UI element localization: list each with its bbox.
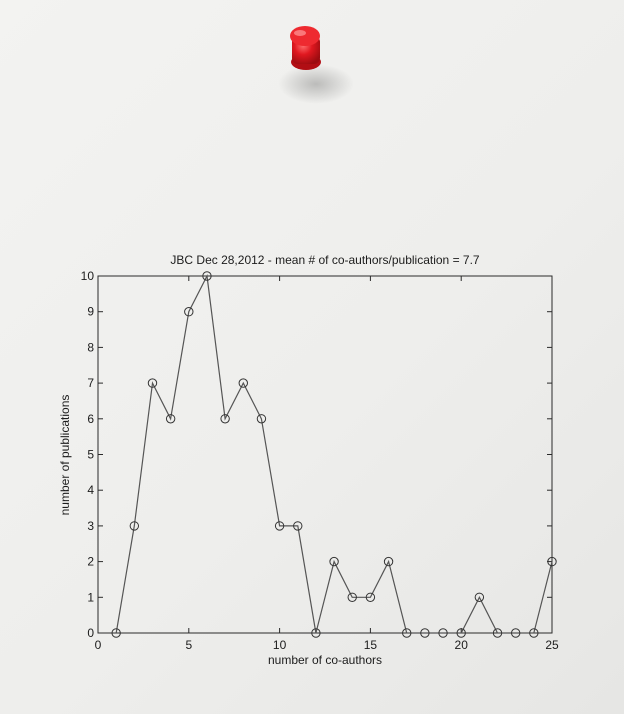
data-point — [420, 628, 430, 638]
x-tick-label: 5 — [185, 638, 192, 652]
data-point — [202, 271, 212, 281]
x-tick-label: 10 — [273, 638, 287, 652]
data-point — [147, 378, 158, 388]
y-tick-label: 2 — [87, 555, 94, 569]
y-tick-label: 5 — [87, 448, 94, 462]
y-tick-label: 9 — [87, 305, 94, 319]
data-point — [492, 628, 503, 638]
y-axis-ticks: 0 1 2 3 4 5 6 7 8 9 10 — [81, 269, 552, 640]
data-point — [184, 307, 194, 317]
pushpin-shadow — [278, 64, 354, 104]
data-point — [474, 592, 485, 602]
x-tick-label: 0 — [95, 638, 102, 652]
data-point — [547, 556, 557, 567]
y-tick-label: 10 — [81, 269, 95, 283]
data-point — [529, 628, 539, 638]
data-point — [510, 628, 521, 638]
y-tick-label: 4 — [87, 483, 94, 497]
data-point — [383, 556, 394, 567]
data-point — [274, 521, 285, 531]
data-point — [347, 592, 357, 602]
plot-area-frame — [97, 275, 553, 634]
data-point — [402, 628, 412, 638]
y-tick-label: 1 — [87, 590, 94, 604]
x-tick-label: 15 — [364, 638, 378, 652]
data-point — [256, 414, 267, 424]
pushpin-icon — [290, 26, 321, 70]
data-point — [111, 628, 121, 638]
data-point — [311, 628, 321, 638]
data-point — [220, 414, 230, 424]
data-point — [293, 521, 303, 531]
data-point — [365, 592, 376, 602]
series-line — [115, 273, 553, 634]
y-tick-label: 8 — [87, 340, 94, 354]
x-tick-label: 25 — [545, 638, 559, 652]
y-tick-label: 7 — [87, 376, 94, 390]
data-point — [438, 628, 448, 638]
series-1 — [111, 271, 557, 638]
x-tick-label: 20 — [455, 638, 469, 652]
y-tick-label: 3 — [87, 519, 94, 533]
x-axis-ticks: 0 5 10 15 20 25 — [95, 276, 559, 652]
y-tick-label: 6 — [87, 412, 94, 426]
data-point — [165, 414, 176, 424]
x-axis-label: number of co-authors — [268, 653, 382, 667]
data-point — [329, 556, 339, 567]
data-point — [238, 378, 248, 388]
chart-title: JBC Dec 28,2012 - mean # of co-authors/p… — [170, 253, 480, 267]
data-point — [129, 521, 140, 531]
data-point — [456, 628, 466, 638]
y-tick-label: 0 — [87, 626, 94, 640]
y-axis-label: number of publications — [58, 395, 72, 516]
